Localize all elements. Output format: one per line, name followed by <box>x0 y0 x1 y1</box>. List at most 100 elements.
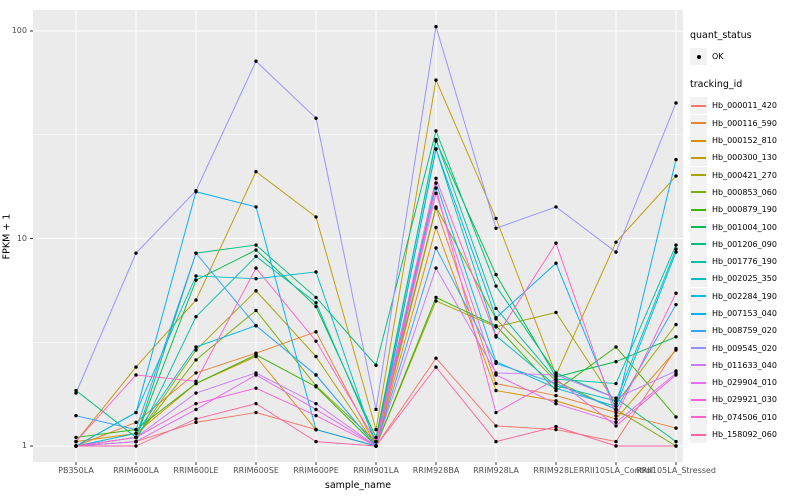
x-tick-label: RRIM600SE <box>233 466 279 475</box>
data-point <box>554 427 558 432</box>
line-swatch-icon <box>691 191 706 194</box>
line-swatch-icon <box>691 277 706 280</box>
data-point <box>374 439 378 444</box>
legend: quant_status OK tracking_id Hb_000011_42… <box>690 30 800 444</box>
legend-title-tracking-id: tracking_id <box>690 79 743 91</box>
data-point <box>674 415 678 419</box>
line-swatch-icon <box>691 104 706 107</box>
data-point <box>74 444 78 448</box>
legend-item-label: Hb_008759_020 <box>712 326 777 336</box>
legend-item-Hb_158092_060: Hb_158092_060 <box>690 426 800 444</box>
data-point <box>434 191 438 196</box>
data-point <box>314 301 318 305</box>
legend-item-label: Hb_000152_810 <box>712 136 777 146</box>
data-point <box>434 129 438 133</box>
data-point <box>494 335 498 339</box>
data-point <box>314 439 318 444</box>
line-swatch-icon <box>691 226 706 229</box>
data-point <box>194 348 198 352</box>
legend-item-label: Hb_000300_130 <box>712 153 777 163</box>
data-point <box>254 289 258 293</box>
data-point <box>134 427 138 432</box>
data-point <box>194 251 198 255</box>
data-point <box>494 439 498 444</box>
data-point <box>254 254 258 259</box>
data-point <box>614 250 618 254</box>
data-point <box>314 373 318 377</box>
data-point <box>674 174 678 178</box>
data-point <box>134 439 138 444</box>
data-point <box>614 240 618 244</box>
data-point <box>674 439 678 444</box>
data-point <box>254 410 258 415</box>
data-point <box>614 413 618 418</box>
data-point <box>674 444 678 448</box>
line-swatch-icon <box>691 347 706 350</box>
data-point <box>614 345 618 349</box>
data-point <box>194 407 198 412</box>
legend-key-line <box>690 132 707 150</box>
data-point <box>434 205 438 209</box>
legend-item-Hb_074506_010: Hb_074506_010 <box>690 408 800 426</box>
data-point <box>674 373 678 377</box>
legend-key-point <box>690 48 707 66</box>
y-tick-label: 100 <box>11 26 27 35</box>
data-point <box>614 401 618 406</box>
line-swatch-icon <box>691 329 706 332</box>
data-point <box>434 266 438 270</box>
data-point <box>314 385 318 389</box>
data-point <box>254 308 258 313</box>
data-point <box>254 401 258 406</box>
data-point <box>374 427 378 432</box>
data-point <box>314 295 318 300</box>
data-point <box>134 431 138 436</box>
data-point <box>314 116 318 120</box>
x-tick-label: RRIM928BA <box>412 466 460 475</box>
line-swatch-icon <box>691 398 706 401</box>
legend-item-label: Hb_074506_010 <box>712 412 777 422</box>
x-tick-label: RRII105LA_Stressed <box>636 466 716 475</box>
data-point <box>254 277 258 281</box>
data-point <box>374 435 378 440</box>
legend-item-Hb_000116_590: Hb_000116_590 <box>690 114 800 132</box>
data-point <box>554 386 558 390</box>
data-point <box>314 407 318 412</box>
x-tick-label: RRIM600PE <box>293 466 339 475</box>
data-point <box>74 413 78 418</box>
data-point <box>374 444 378 448</box>
legend-key-line <box>690 97 707 115</box>
legend-item-Hb_001776_190: Hb_001776_190 <box>690 253 800 271</box>
legend-title-quant-status: quant_status <box>690 30 752 41</box>
data-point <box>554 261 558 265</box>
legend-key-line <box>690 149 707 167</box>
data-point <box>614 359 618 364</box>
legend-key-line <box>690 201 707 219</box>
legend-item-label: Hb_001206_090 <box>712 239 777 249</box>
legend-key-line <box>690 114 707 132</box>
legend-item-Hb_002025_350: Hb_002025_350 <box>690 270 800 288</box>
data-point <box>74 439 78 444</box>
legend-item-label: Hb_000421_270 <box>712 170 777 180</box>
y-tick-label: 10 <box>16 233 27 243</box>
line-swatch-icon <box>691 243 706 246</box>
data-point <box>314 427 318 432</box>
data-point <box>254 205 258 209</box>
data-point <box>554 310 558 315</box>
data-point <box>674 348 678 352</box>
data-point <box>194 420 198 425</box>
legend-key-line <box>690 322 707 340</box>
data-point <box>614 407 618 412</box>
legend-item-label: Hb_029904_010 <box>712 378 777 388</box>
data-point <box>674 243 678 247</box>
data-point <box>554 388 558 393</box>
data-point <box>194 401 198 406</box>
line-swatch-icon <box>691 156 706 159</box>
data-point <box>674 426 678 430</box>
data-point <box>554 373 558 377</box>
data-point <box>194 371 198 375</box>
legend-item-Hb_000300_130: Hb_000300_130 <box>690 149 800 167</box>
legend-item-Hb_001004_100: Hb_001004_100 <box>690 218 800 236</box>
data-point <box>434 181 438 185</box>
data-point <box>254 169 258 174</box>
